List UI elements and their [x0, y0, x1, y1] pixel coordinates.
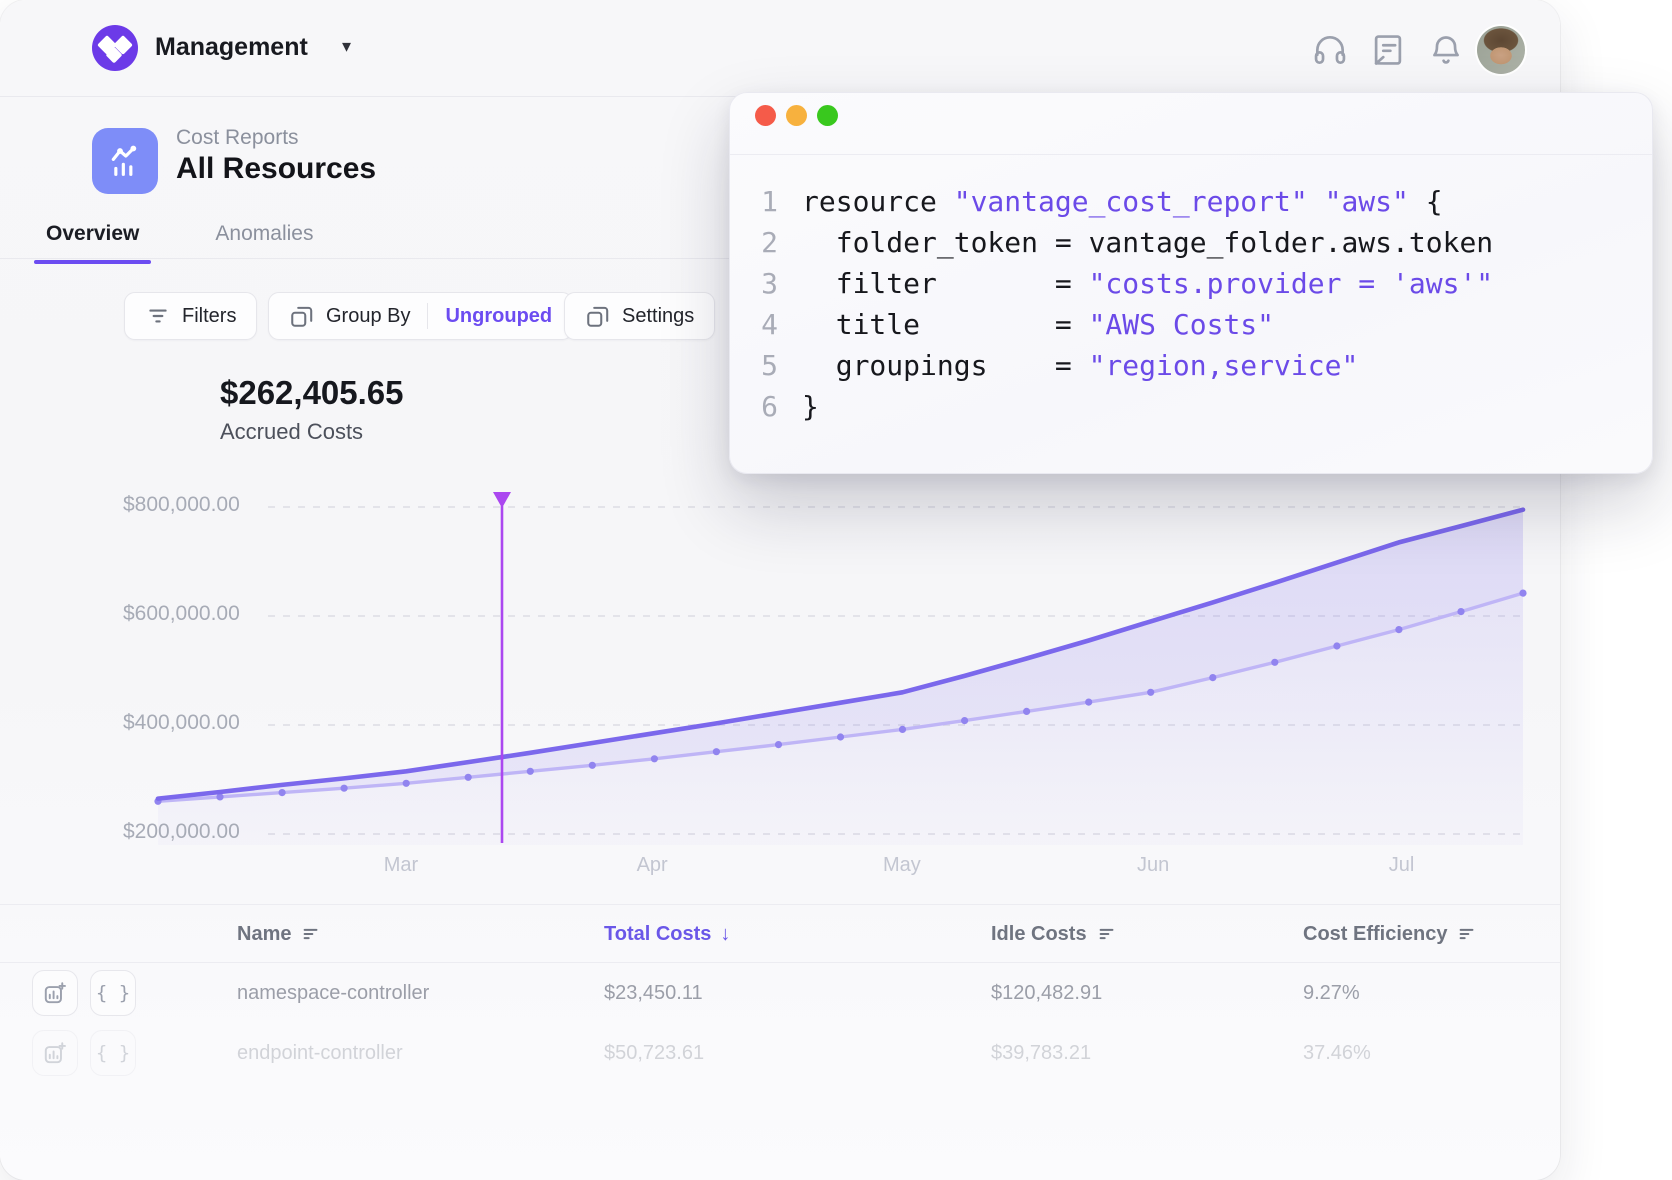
- cell-name: namespace-controller: [237, 981, 430, 1004]
- cell-idle-costs: $39,783.21: [991, 1041, 1092, 1064]
- line-number: 3: [761, 267, 778, 300]
- divider: [427, 303, 429, 329]
- table-header-row: Name Total Costs ↓ Idle Costs Cost Efficienc…: [0, 905, 1560, 963]
- group-by-button[interactable]: Group By Ungrouped: [268, 292, 574, 340]
- y-axis-tick: $400,000.00: [123, 711, 240, 734]
- page-title: All Resources: [176, 152, 377, 185]
- close-window-icon[interactable]: [755, 105, 776, 126]
- table-row[interactable]: { } namespace-controller $23,450.11 $120,48…: [0, 963, 1560, 1023]
- chevron-down-icon[interactable]: ▾: [342, 36, 352, 56]
- vantage-logo-icon[interactable]: [92, 25, 138, 71]
- y-axis-tick: $600,000.00: [123, 602, 240, 625]
- stack-icon: [587, 306, 609, 327]
- accrued-costs-label: Accrued Costs: [220, 419, 364, 444]
- cell-cost-efficiency: 37.46%: [1303, 1041, 1371, 1064]
- tab-overview[interactable]: Overview: [34, 214, 152, 264]
- resources-table: Name Total Costs ↓ Idle Costs Cost Efficienc…: [0, 904, 1560, 1083]
- tab-bar: Overview Anomalies: [34, 214, 325, 264]
- x-axis-tick: Jul: [1388, 854, 1415, 876]
- table-row[interactable]: { } endpoint-controller $50,723.61 $39,783.…: [0, 1023, 1560, 1083]
- settings-button[interactable]: Settings: [564, 292, 716, 340]
- x-axis-tick: Mar: [383, 854, 419, 876]
- column-header-total-costs[interactable]: Total Costs ↓: [604, 922, 731, 945]
- y-axis-tick: $200,000.00: [123, 820, 240, 843]
- filter-icon: [149, 309, 167, 323]
- notes-icon[interactable]: [1369, 31, 1407, 69]
- filters-label: Filters: [182, 304, 237, 327]
- sort-descending-arrow-icon: ↓: [720, 922, 731, 945]
- cell-cost-efficiency: 9.27%: [1303, 981, 1360, 1004]
- code-line: 2 folder_token = vantage_folder.aws.toke…: [752, 222, 1652, 263]
- group-by-value: Ungrouped: [445, 304, 553, 327]
- terraform-code[interactable]: 1 resource "vantage_cost_report" "aws" {2…: [730, 155, 1652, 427]
- cell-name: endpoint-controller: [237, 1041, 403, 1064]
- cell-total-costs: $23,450.11: [604, 981, 703, 1004]
- headphones-support-icon[interactable]: [1311, 31, 1349, 69]
- code-line: 5 groupings = "region,service": [752, 345, 1652, 386]
- stack-icon: [291, 306, 313, 327]
- sort-bars-icon: [300, 923, 322, 945]
- open-report-chart-button[interactable]: [32, 1030, 78, 1076]
- column-header-cost-efficiency[interactable]: Cost Efficiency: [1303, 905, 1478, 963]
- group-by-label: Group By: [326, 304, 411, 327]
- line-number: 1: [761, 185, 778, 218]
- tab-anomalies[interactable]: Anomalies: [215, 222, 314, 245]
- breadcrumb[interactable]: Cost Reports: [176, 126, 299, 149]
- code-editor-window: 1 resource "vantage_cost_report" "aws" {2…: [729, 92, 1653, 474]
- view-code-button[interactable]: { }: [90, 1030, 136, 1076]
- cell-idle-costs: $120,482.91: [991, 981, 1103, 1004]
- minimize-window-icon[interactable]: [786, 105, 807, 126]
- x-axis-tick: Apr: [636, 854, 668, 876]
- top-header: Management ▾: [0, 0, 1560, 97]
- x-axis-tick: May: [883, 854, 921, 876]
- column-header-name[interactable]: Name: [237, 905, 322, 963]
- cost-report-icon: [92, 128, 158, 194]
- open-report-chart-button[interactable]: [32, 970, 78, 1016]
- code-line: 1 resource "vantage_cost_report" "aws" {: [752, 181, 1652, 222]
- line-number: 5: [761, 349, 778, 382]
- code-line: 4 title = "AWS Costs": [752, 304, 1652, 345]
- accrued-costs-value: $262,405.65: [220, 374, 404, 411]
- sort-bars-icon: [1096, 923, 1118, 945]
- zoom-window-icon[interactable]: [817, 105, 838, 126]
- cell-total-costs: $50,723.61: [604, 1041, 705, 1064]
- y-axis-tick: $800,000.00: [123, 493, 240, 516]
- view-code-button[interactable]: { }: [90, 970, 136, 1016]
- line-number: 6: [761, 390, 778, 423]
- cost-area-chart[interactable]: [0, 440, 1560, 860]
- user-avatar[interactable]: [1477, 26, 1525, 74]
- line-number: 4: [761, 308, 778, 341]
- sort-bars-icon: [1456, 923, 1478, 945]
- workspace-switcher[interactable]: Management: [155, 33, 308, 61]
- settings-label: Settings: [622, 304, 695, 327]
- window-titlebar: [730, 93, 1652, 155]
- code-line: 3 filter = "costs.provider = 'aws'": [752, 263, 1652, 304]
- line-number: 2: [761, 226, 778, 259]
- bell-icon[interactable]: [1427, 31, 1465, 69]
- column-header-idle-costs[interactable]: Idle Costs: [991, 905, 1118, 963]
- x-axis-tick: Jun: [1136, 854, 1170, 876]
- filters-button[interactable]: Filters: [124, 292, 258, 340]
- code-line: 6}: [752, 386, 1652, 427]
